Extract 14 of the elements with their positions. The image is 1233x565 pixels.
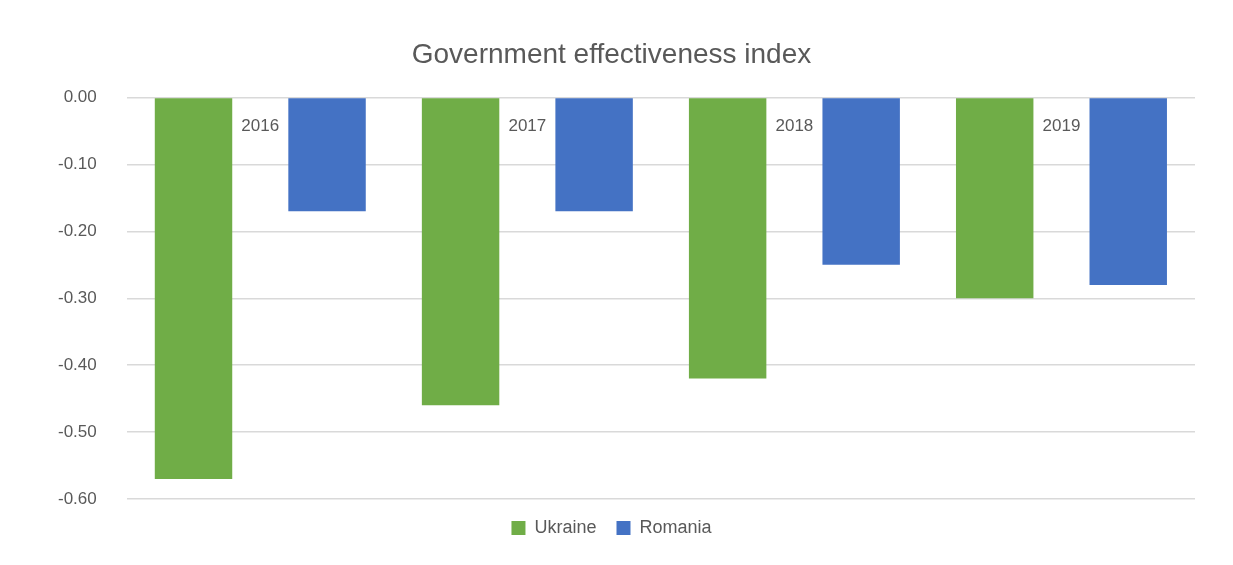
y-tick-label: -0.30 (58, 287, 97, 307)
chart-title: Government effectiveness index (411, 37, 812, 69)
legend-label: Romania (639, 516, 713, 537)
legend-label: Ukraine (534, 516, 597, 537)
x-tick-label: 2018 (775, 115, 814, 135)
x-tick-label: 2016 (241, 115, 280, 135)
y-tick-label: -0.20 (58, 221, 97, 241)
y-tick-label: -0.50 (58, 421, 97, 441)
y-tick-label: -0.10 (58, 154, 97, 174)
x-tick-label: 2017 (508, 115, 547, 135)
x-tick-label: 2019 (1042, 115, 1081, 135)
y-tick-label: -0.40 (58, 354, 97, 374)
y-tick-label: 0.00 (63, 87, 97, 107)
y-tick-label: -0.60 (58, 488, 97, 508)
